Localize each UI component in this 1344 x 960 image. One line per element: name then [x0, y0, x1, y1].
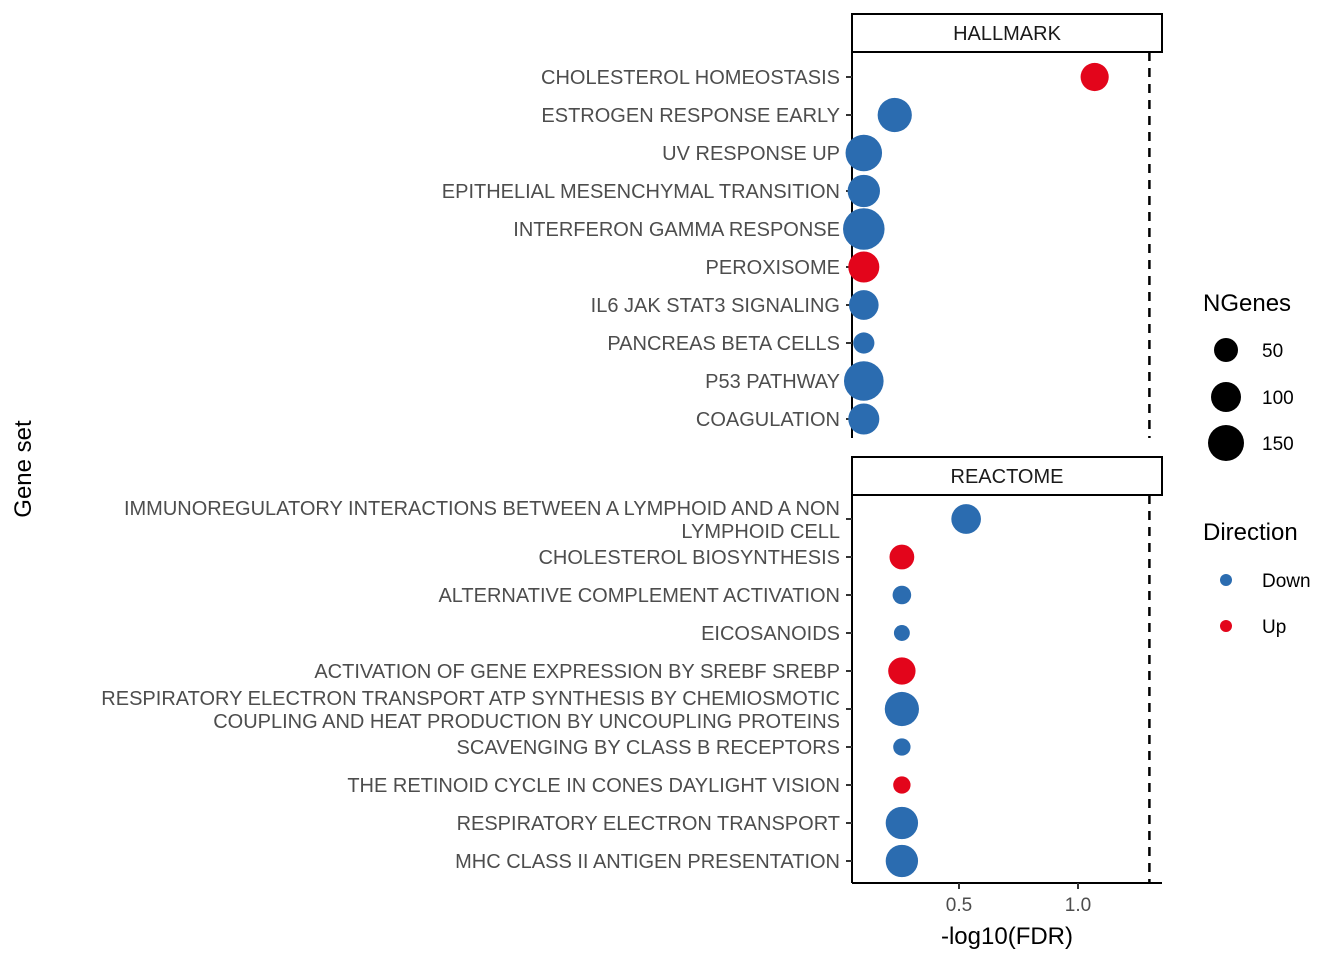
legend-size-key-100 [1211, 382, 1241, 412]
y-tick-label: EPITHELIAL MESENCHYMAL TRANSITION [442, 181, 840, 203]
y-tick-label: IL6 JAK STAT3 SIGNALING [591, 295, 840, 317]
legend-size-label: 150 [1262, 434, 1294, 455]
y-tick-label: ALTERNATIVE COMPLEMENT ACTIVATION [438, 585, 840, 607]
y-tick-label: ESTROGEN RESPONSE EARLY [541, 105, 840, 127]
x-tick-label: 1.0 [1065, 895, 1091, 916]
data-point-reactome-6 [893, 738, 911, 756]
facet-strip-0 [851, 13, 1163, 53]
legend-color-key-up [1220, 620, 1232, 632]
data-point-reactome-0 [951, 504, 981, 534]
y-tick-label: COUPLING AND HEAT PRODUCTION BY UNCOUPLI… [213, 711, 840, 733]
data-point-reactome-9 [885, 844, 919, 878]
y-tick-label: RESPIRATORY ELECTRON TRANSPORT [457, 813, 840, 835]
y-tick-label: THE RETINOID CYCLE IN CONES DAYLIGHT VIS… [347, 775, 840, 797]
y-tick-label: SCAVENGING BY CLASS B RECEPTORS [457, 737, 840, 759]
legend-size-key-50 [1214, 338, 1238, 362]
y-tick-label: RESPIRATORY ELECTRON TRANSPORT ATP SYNTH… [101, 688, 840, 710]
facet-title-hallmark: HALLMARK [953, 23, 1061, 45]
data-point-reactome-3 [893, 625, 910, 641]
x-axis-title: -log10(FDR) [941, 923, 1073, 950]
legend-color-label: Down [1262, 571, 1311, 592]
data-point-reactome-2 [892, 585, 912, 605]
x-tick-label: 0.5 [946, 895, 972, 916]
data-point-hallmark-1 [877, 97, 912, 133]
data-point-hallmark-0 [1080, 62, 1109, 92]
y-tick-label: PANCREAS BETA CELLS [607, 333, 840, 355]
y-tick-label: EICOSANOIDS [701, 623, 840, 645]
data-point-hallmark-5 [848, 251, 880, 283]
data-point-hallmark-7 [853, 332, 875, 354]
y-tick-label: ACTIVATION OF GENE EXPRESSION BY SREBF S… [314, 661, 840, 683]
legend-size-key-150 [1208, 425, 1244, 461]
y-tick-label: CHOLESTEROL BIOSYNTHESIS [538, 547, 840, 569]
data-point-hallmark-6 [848, 290, 879, 320]
data-point-reactome-7 [893, 776, 911, 794]
legend-color-label: Up [1262, 617, 1286, 638]
y-tick-label: INTERFERON GAMMA RESPONSE [513, 219, 840, 241]
legend-color-key-down [1220, 574, 1232, 586]
y-tick-label: COAGULATION [696, 409, 840, 431]
data-point-hallmark-3 [847, 174, 880, 208]
y-tick-label: UV RESPONSE UP [662, 143, 840, 165]
y-tick-label: LYMPHOID CELL [681, 521, 840, 543]
legend-size-title: NGenes [1203, 290, 1291, 317]
y-tick-label: CHOLESTEROL HOMEOSTASIS [541, 67, 840, 89]
data-point-reactome-5 [884, 691, 919, 727]
facet-title-reactome: REACTOME [951, 466, 1064, 488]
legend-size-label: 50 [1262, 341, 1283, 362]
facet-strip-1 [851, 456, 1163, 496]
data-point-reactome-4 [888, 657, 916, 685]
y-tick-label: PEROXISOME [706, 257, 840, 279]
y-tick-label: MHC CLASS II ANTIGEN PRESENTATION [455, 851, 840, 873]
y-axis-title: Gene set [10, 420, 37, 518]
legend-color-title: Direction [1203, 519, 1298, 546]
data-point-hallmark-9 [848, 403, 880, 435]
y-tick-label: IMMUNOREGULATORY INTERACTIONS BETWEEN A … [124, 498, 840, 520]
data-point-hallmark-8 [843, 361, 884, 401]
data-point-hallmark-4 [843, 208, 885, 250]
y-tick-label: P53 PATHWAY [705, 371, 840, 393]
data-point-reactome-1 [889, 544, 915, 570]
legend-size-label: 100 [1262, 388, 1294, 409]
data-point-reactome-8 [885, 806, 919, 840]
data-point-hallmark-2 [845, 134, 883, 172]
